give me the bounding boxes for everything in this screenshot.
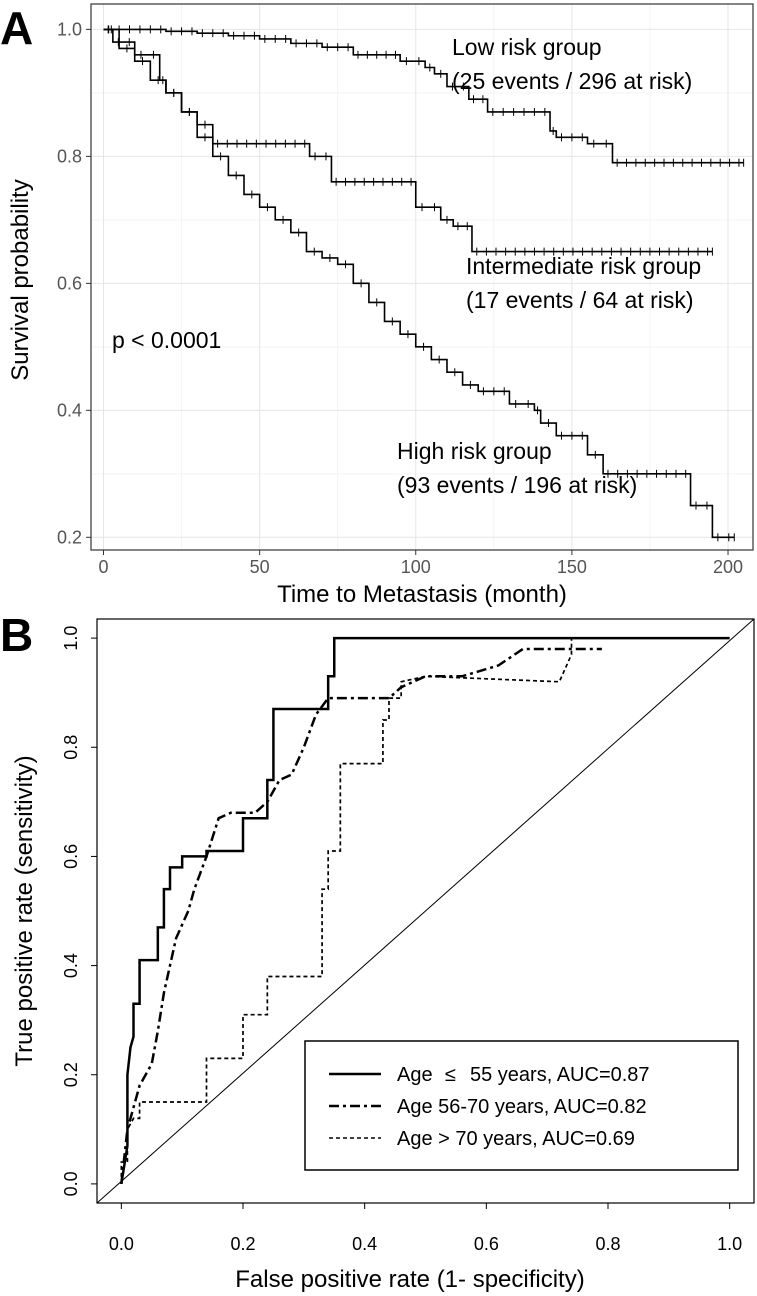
legend-label-age-le-55-prefix: Age — [397, 1064, 433, 1086]
y-tick-label: 0.2 — [57, 527, 82, 547]
panel-a-km-plot: 0 50 100 150 200 0.2 0.4 0.6 0.8 1.0 A Low risk g… — [0, 2, 754, 608]
roc-curve-age-gt-70 — [120, 638, 573, 1184]
x-tick-label: 0.6 — [474, 1234, 499, 1254]
panel-b-border — [96, 618, 755, 1204]
panel-b-roc-plot: 0.0 0.2 0.4 0.6 0.8 1.0 0.0 0.2 0.4 0.6 0.8 1.0 B F… — [0, 609, 755, 1293]
panel-a-gridlines — [91, 4, 753, 550]
panel-b-ticks: 0.0 0.2 0.4 0.6 0.8 1.0 0.0 0.2 0.4 0.6 0.8 1.0 — [61, 626, 742, 1254]
panel-b-y-axis-title: True positive rate (sensitivity) — [11, 755, 38, 1066]
legend-label-age-gt-70: Age > 70 years, AUC=0.69 — [397, 1128, 635, 1150]
panel-a-y-axis-title: Survival probability — [7, 179, 34, 380]
x-tick-label: 0.4 — [352, 1234, 377, 1254]
x-tick-label: 200 — [713, 557, 743, 577]
high-risk-censor-marks — [110, 25, 735, 542]
legend-label-age-56-70: Age 56-70 years, AUC=0.82 — [397, 1096, 647, 1118]
panel-a-border — [90, 3, 754, 551]
low-risk-survival-curve — [103, 28, 744, 164]
y-tick-label: 1.0 — [61, 626, 81, 651]
panel-a-curves — [103, 25, 745, 542]
low-risk-label-line2: (25 events / 296 at risk) — [452, 68, 692, 94]
y-tick-label: 0.8 — [57, 146, 82, 166]
roc-curve-age-le-55 — [120, 636, 730, 1185]
panel-a-letter: A — [0, 2, 33, 54]
y-tick-label: 0.6 — [57, 273, 82, 293]
panel-b-x-axis-title: False positive rate (1- specificity) — [235, 1266, 584, 1293]
legend-label-age-le-55-suffix: 55 years, AUC=0.87 — [470, 1064, 650, 1086]
intermediate-risk-label-line2: (17 events / 64 at risk) — [466, 287, 694, 313]
y-tick-label: 0.4 — [61, 953, 81, 978]
panel-a-x-axis-title: Time to Metastasis (month) — [277, 581, 567, 608]
y-tick-label: 0.6 — [61, 844, 81, 869]
panel-b-curves — [120, 636, 730, 1185]
x-tick-label: 150 — [557, 557, 587, 577]
x-tick-label: 0.2 — [230, 1234, 255, 1254]
x-tick-label: 0.0 — [109, 1234, 134, 1254]
p-value-annotation: p < 0.0001 — [112, 327, 221, 353]
x-tick-label: 100 — [401, 557, 431, 577]
roc-curve-age-56-70 — [120, 647, 602, 1185]
panel-a-plot-area — [91, 4, 753, 550]
x-tick-label: 1.0 — [717, 1234, 742, 1254]
y-tick-label: 0.2 — [61, 1062, 81, 1087]
panel-b-legend: Age ≤ 55 years, AUC=0.87 Age 56-70 years… — [304, 1040, 739, 1171]
panel-a-ticks: 0 50 100 150 200 0.2 0.4 0.6 0.8 1.0 — [57, 19, 743, 577]
y-tick-label: 0.8 — [61, 735, 81, 760]
high-risk-label-line1: High risk group — [397, 438, 552, 464]
high-risk-label-line2: (93 events / 196 at risk) — [397, 472, 637, 498]
low-risk-label-line1: Low risk group — [452, 34, 602, 60]
y-tick-label: 1.0 — [57, 19, 82, 39]
x-tick-label: 0.8 — [595, 1234, 620, 1254]
chance-diagonal-line — [96, 618, 755, 1204]
panel-b-letter: B — [0, 609, 33, 661]
y-tick-label: 0.4 — [57, 400, 82, 420]
y-tick-label: 0.0 — [61, 1171, 81, 1196]
intermediate-risk-label-line1: Intermediate risk group — [466, 253, 701, 279]
intermediate-risk-censor-marks — [107, 25, 713, 256]
legend-label-age-le-55-symbol: ≤ — [445, 1064, 456, 1086]
x-tick-label: 0 — [98, 557, 108, 577]
x-tick-label: 50 — [250, 557, 270, 577]
low-risk-censor-marks — [108, 25, 745, 167]
